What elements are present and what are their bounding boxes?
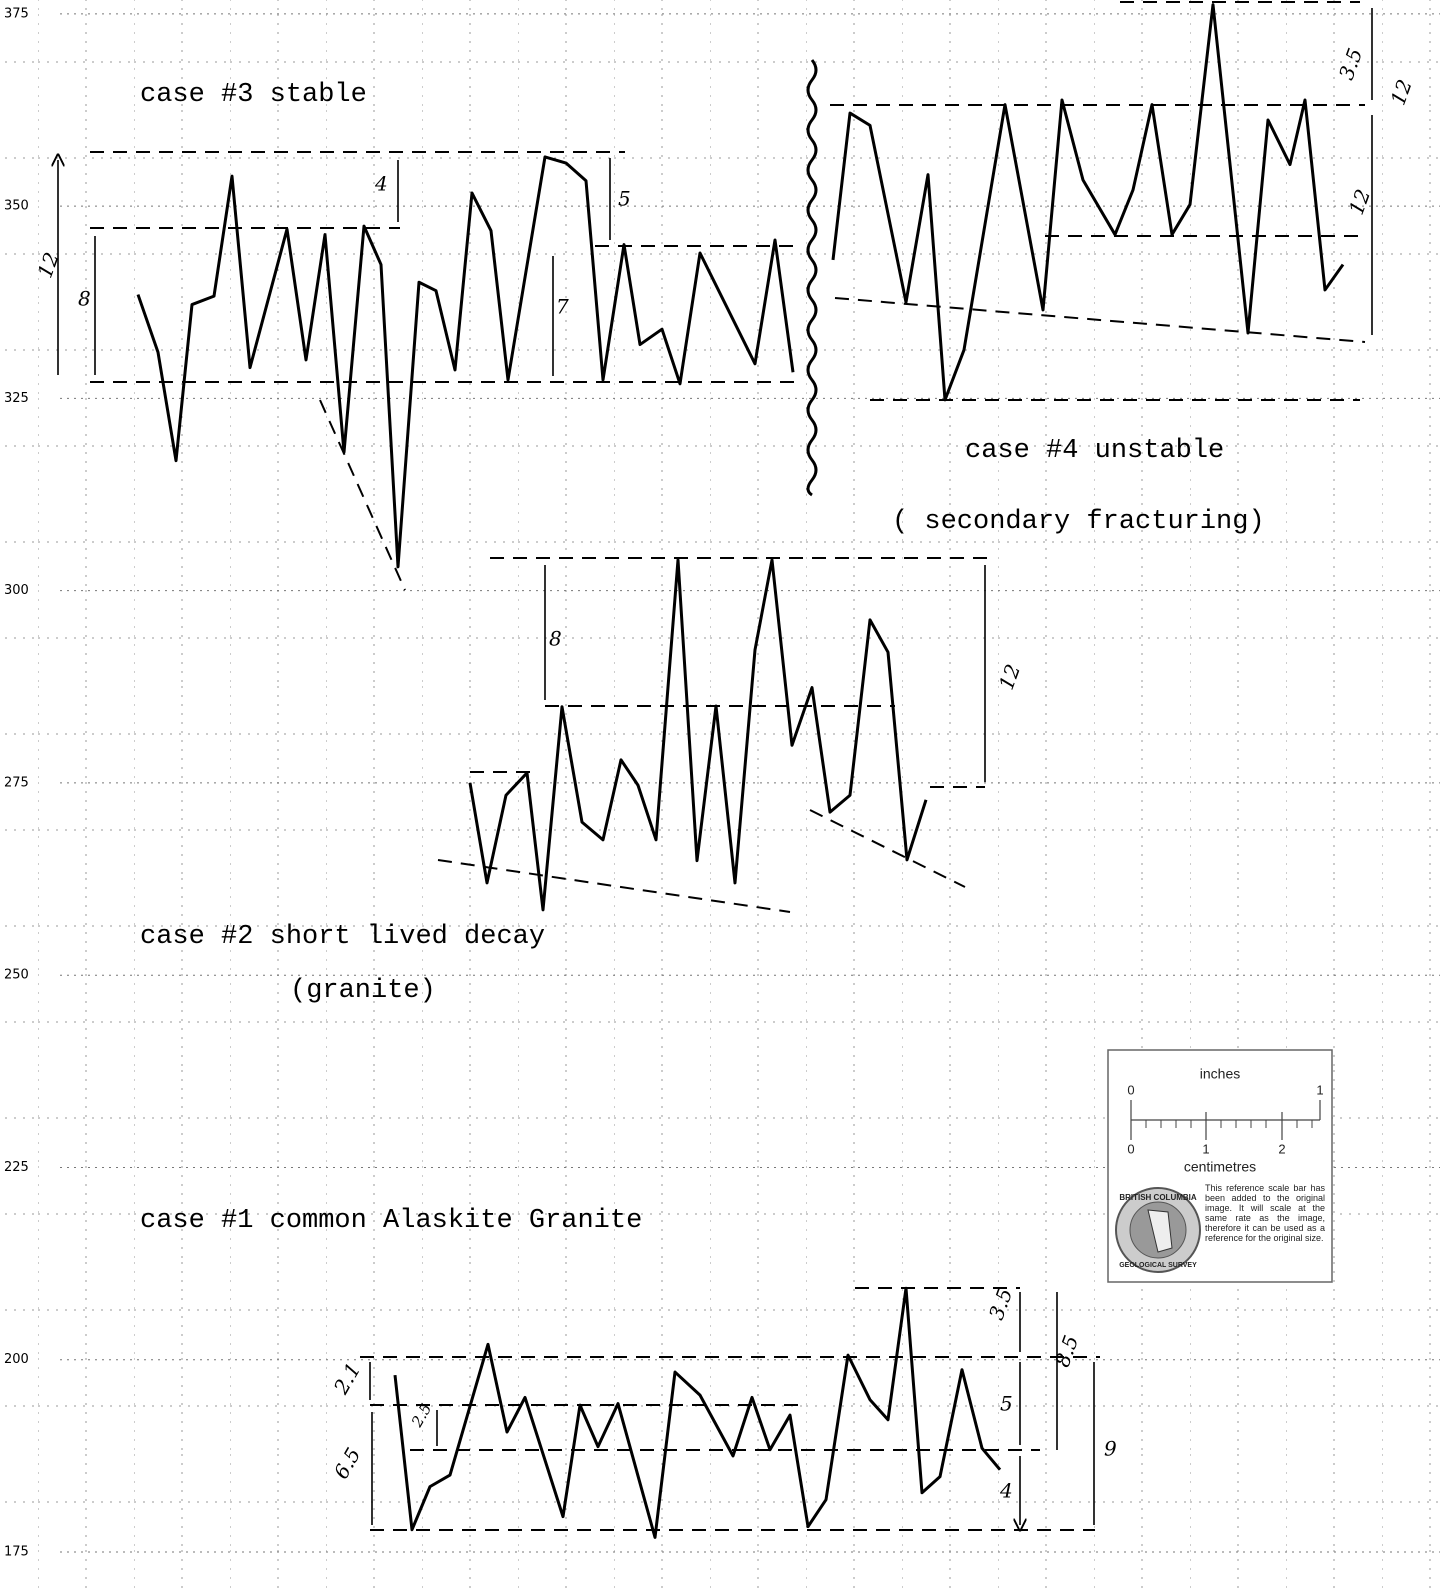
scale-tick: 1 <box>1316 1082 1323 1097</box>
case-note: (granite) <box>290 976 436 1006</box>
logo-text: GEOLOGICAL SURVEY <box>1119 1262 1197 1269</box>
scale-tick: 1 <box>1202 1141 1209 1156</box>
case-label: case #3 stable <box>140 80 367 110</box>
measure: 5 <box>618 187 631 211</box>
background-grid <box>0 0 1440 1592</box>
measure: 8 <box>549 627 562 651</box>
scale-title: inches <box>1200 1066 1240 1082</box>
y-tick-label: 350 <box>4 199 29 214</box>
case-label: case #4 unstable <box>965 436 1224 466</box>
measure: 5 <box>1000 1392 1013 1416</box>
y-tick-label: 200 <box>4 1352 29 1367</box>
y-tick-label: 375 <box>4 6 29 21</box>
measure: 4 <box>999 1479 1013 1503</box>
case-note: ( secondary fracturing) <box>892 507 1265 537</box>
scale-tick: 0 <box>1127 1082 1134 1097</box>
chart: 175200225250275300325350375 case #3 stab… <box>0 0 1440 1592</box>
logo-text: BRITISH COLUMBIA <box>1119 1193 1197 1202</box>
y-tick-label: 300 <box>4 583 29 598</box>
scale-tick: 0 <box>1127 1141 1134 1156</box>
scale-subtitle: centimetres <box>1184 1159 1256 1175</box>
measure: 7 <box>556 295 569 319</box>
scale-note: This reference scale bar has been added … <box>1205 1183 1325 1243</box>
measure: 9 <box>1104 1437 1117 1461</box>
y-tick-label: 275 <box>4 775 29 790</box>
case-label: case #2 short lived decay <box>140 922 545 952</box>
y-tick-label: 325 <box>4 391 29 406</box>
y-tick-label: 175 <box>4 1545 29 1560</box>
y-tick-label: 250 <box>4 968 29 983</box>
scale-bar: inches 0 1 0 1 2 centimetres BRITISH COL… <box>1108 1050 1332 1282</box>
case-label: case #1 common Alaskite Granite <box>140 1206 642 1236</box>
measure: 8 <box>78 287 91 311</box>
scale-note-box: This reference scale bar has been added … <box>1205 1183 1325 1279</box>
y-tick-label: 225 <box>4 1160 29 1175</box>
measure: 4 <box>374 172 388 196</box>
scale-tick: 2 <box>1278 1141 1285 1156</box>
